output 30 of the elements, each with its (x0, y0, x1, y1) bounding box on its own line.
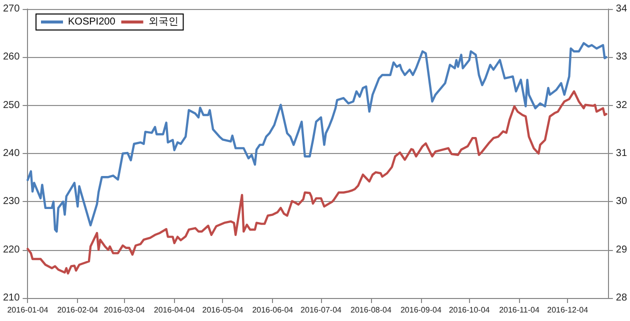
x-tick-label: 2016-01-04 (7, 306, 49, 314)
x-tick-label: 2016-03-04 (104, 306, 146, 314)
y2-tick-label: 30 (616, 196, 628, 208)
x-tick-label: 2016-04-04 (154, 306, 196, 314)
y-tick-label: 230 (2, 196, 20, 208)
y-tick-label: 240 (2, 148, 20, 159)
x-tick-label: 2016-12-04 (547, 306, 589, 314)
legend-label: KOSPI200 (68, 16, 116, 28)
y-tick-label: 260 (2, 52, 20, 63)
y2-tick-label: 28 (616, 292, 628, 304)
y-tick-label: 220 (2, 244, 20, 256)
x-tick-label: 2016-09-04 (400, 306, 442, 314)
y2-tick-label: 33 (616, 52, 628, 63)
line-series (26, 42, 608, 233)
y-tick-label: 250 (2, 100, 20, 111)
x-tick-label: 2016-07-04 (300, 306, 342, 314)
x-tick-label: 2016-05-04 (202, 306, 244, 314)
y2-tick-label: 31 (616, 148, 628, 159)
line-series (26, 90, 608, 275)
x-tick-label: 2016-10-04 (448, 306, 490, 314)
y-tick-label: 270 (2, 4, 20, 14)
x-tick-label: 2016-11-04 (499, 306, 540, 314)
x-tick-label: 2016-08-04 (350, 306, 392, 314)
x-tick-label: 2016-02-04 (57, 306, 99, 314)
y2-tick-label: 34 (616, 4, 628, 14)
y-tick-label: 210 (2, 292, 20, 304)
x-tick-label: 2016-06-04 (252, 306, 294, 314)
y2-tick-label: 32 (616, 100, 628, 111)
legend-label: 외국인 (148, 16, 178, 28)
y2-tick-label: 29 (616, 244, 628, 256)
